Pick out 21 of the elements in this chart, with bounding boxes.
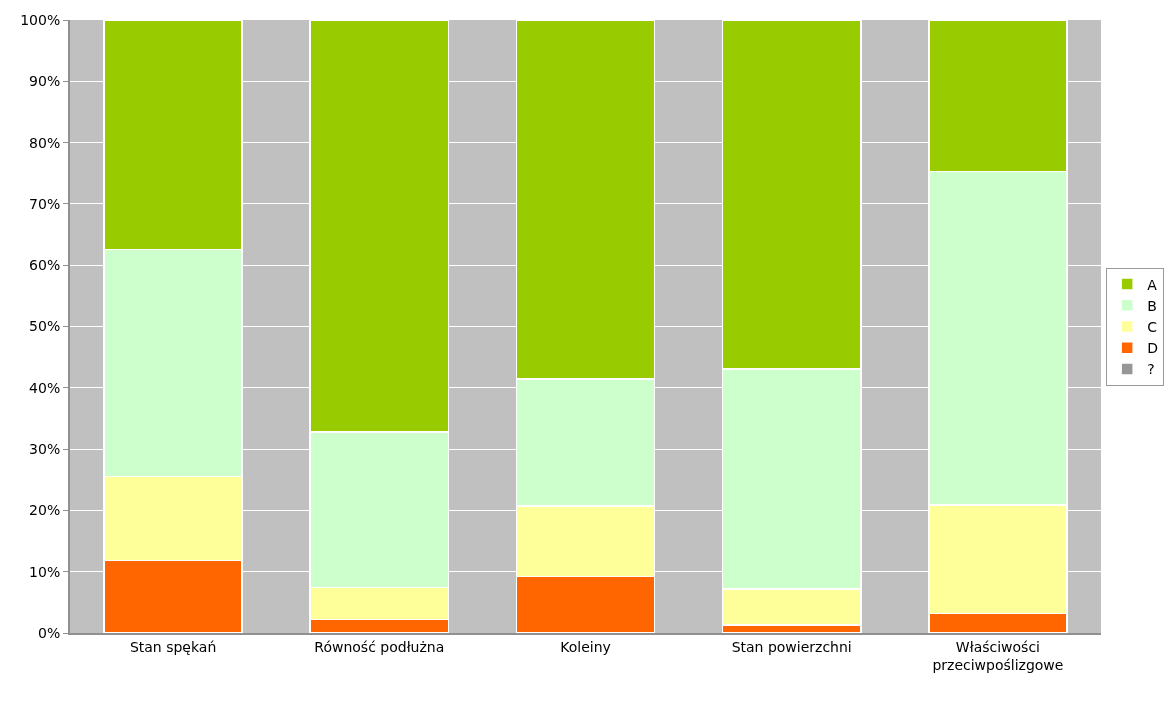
- legend-label: D: [1147, 340, 1158, 357]
- y-tick-label: 90%: [29, 73, 61, 90]
- x-tick-label: Stan powierzchni: [731, 638, 852, 655]
- y-tick-label: 50%: [29, 318, 61, 335]
- y-tick-label: 30%: [29, 441, 61, 457]
- y-tick-label: 10%: [29, 563, 61, 580]
- x-tick-label: Koleiny: [560, 638, 611, 655]
- x-tick-label: Równość podłużna: [314, 638, 445, 655]
- y-tick-label: 70%: [29, 195, 61, 212]
- legend-label: A: [1147, 276, 1158, 293]
- y-tick-label: 20%: [29, 502, 61, 519]
- y-tick-label: 80%: [29, 134, 61, 151]
- y-tick-label: 100%: [20, 11, 61, 28]
- y-tick-label: 0%: [37, 624, 61, 641]
- legend-label: ?: [1147, 361, 1155, 378]
- legend-label: B: [1147, 297, 1157, 314]
- legend-label: C: [1147, 318, 1158, 335]
- x-tick-label: Właściwości przeciwpoślizgowe: [932, 638, 1064, 673]
- y-tick-label: 40%: [29, 379, 61, 396]
- x-tick-label: Stan spękań: [129, 638, 217, 655]
- y-tick-label: 60%: [29, 257, 61, 274]
